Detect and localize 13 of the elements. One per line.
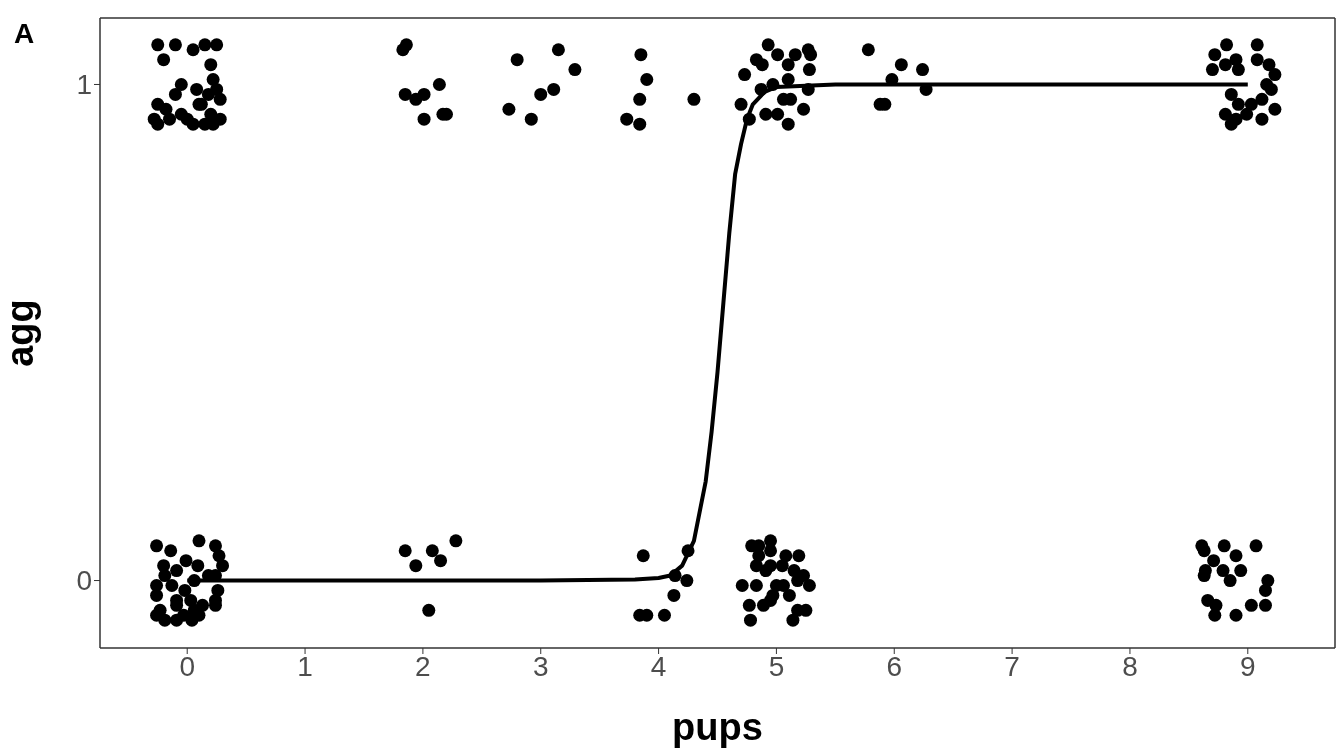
x-axis-title: pups — [672, 706, 763, 748]
text: A — [14, 18, 35, 50]
x-tick-label: 4 — [650, 650, 667, 682]
x-tick-label: 9 — [1240, 650, 1256, 682]
x-tick-label: 3 — [532, 650, 549, 682]
y-axis-title: agg — [0, 299, 42, 367]
x-tick-label: 6 — [886, 650, 903, 682]
x-tick-label: 8 — [1122, 650, 1138, 682]
x-tick-label: 1 — [297, 650, 313, 682]
x-tick-label: 2 — [415, 650, 431, 682]
x-tick-label: 5 — [768, 650, 785, 682]
x-tick-label: 0 — [179, 650, 195, 682]
x-tick-label: 7 — [1004, 650, 1020, 682]
